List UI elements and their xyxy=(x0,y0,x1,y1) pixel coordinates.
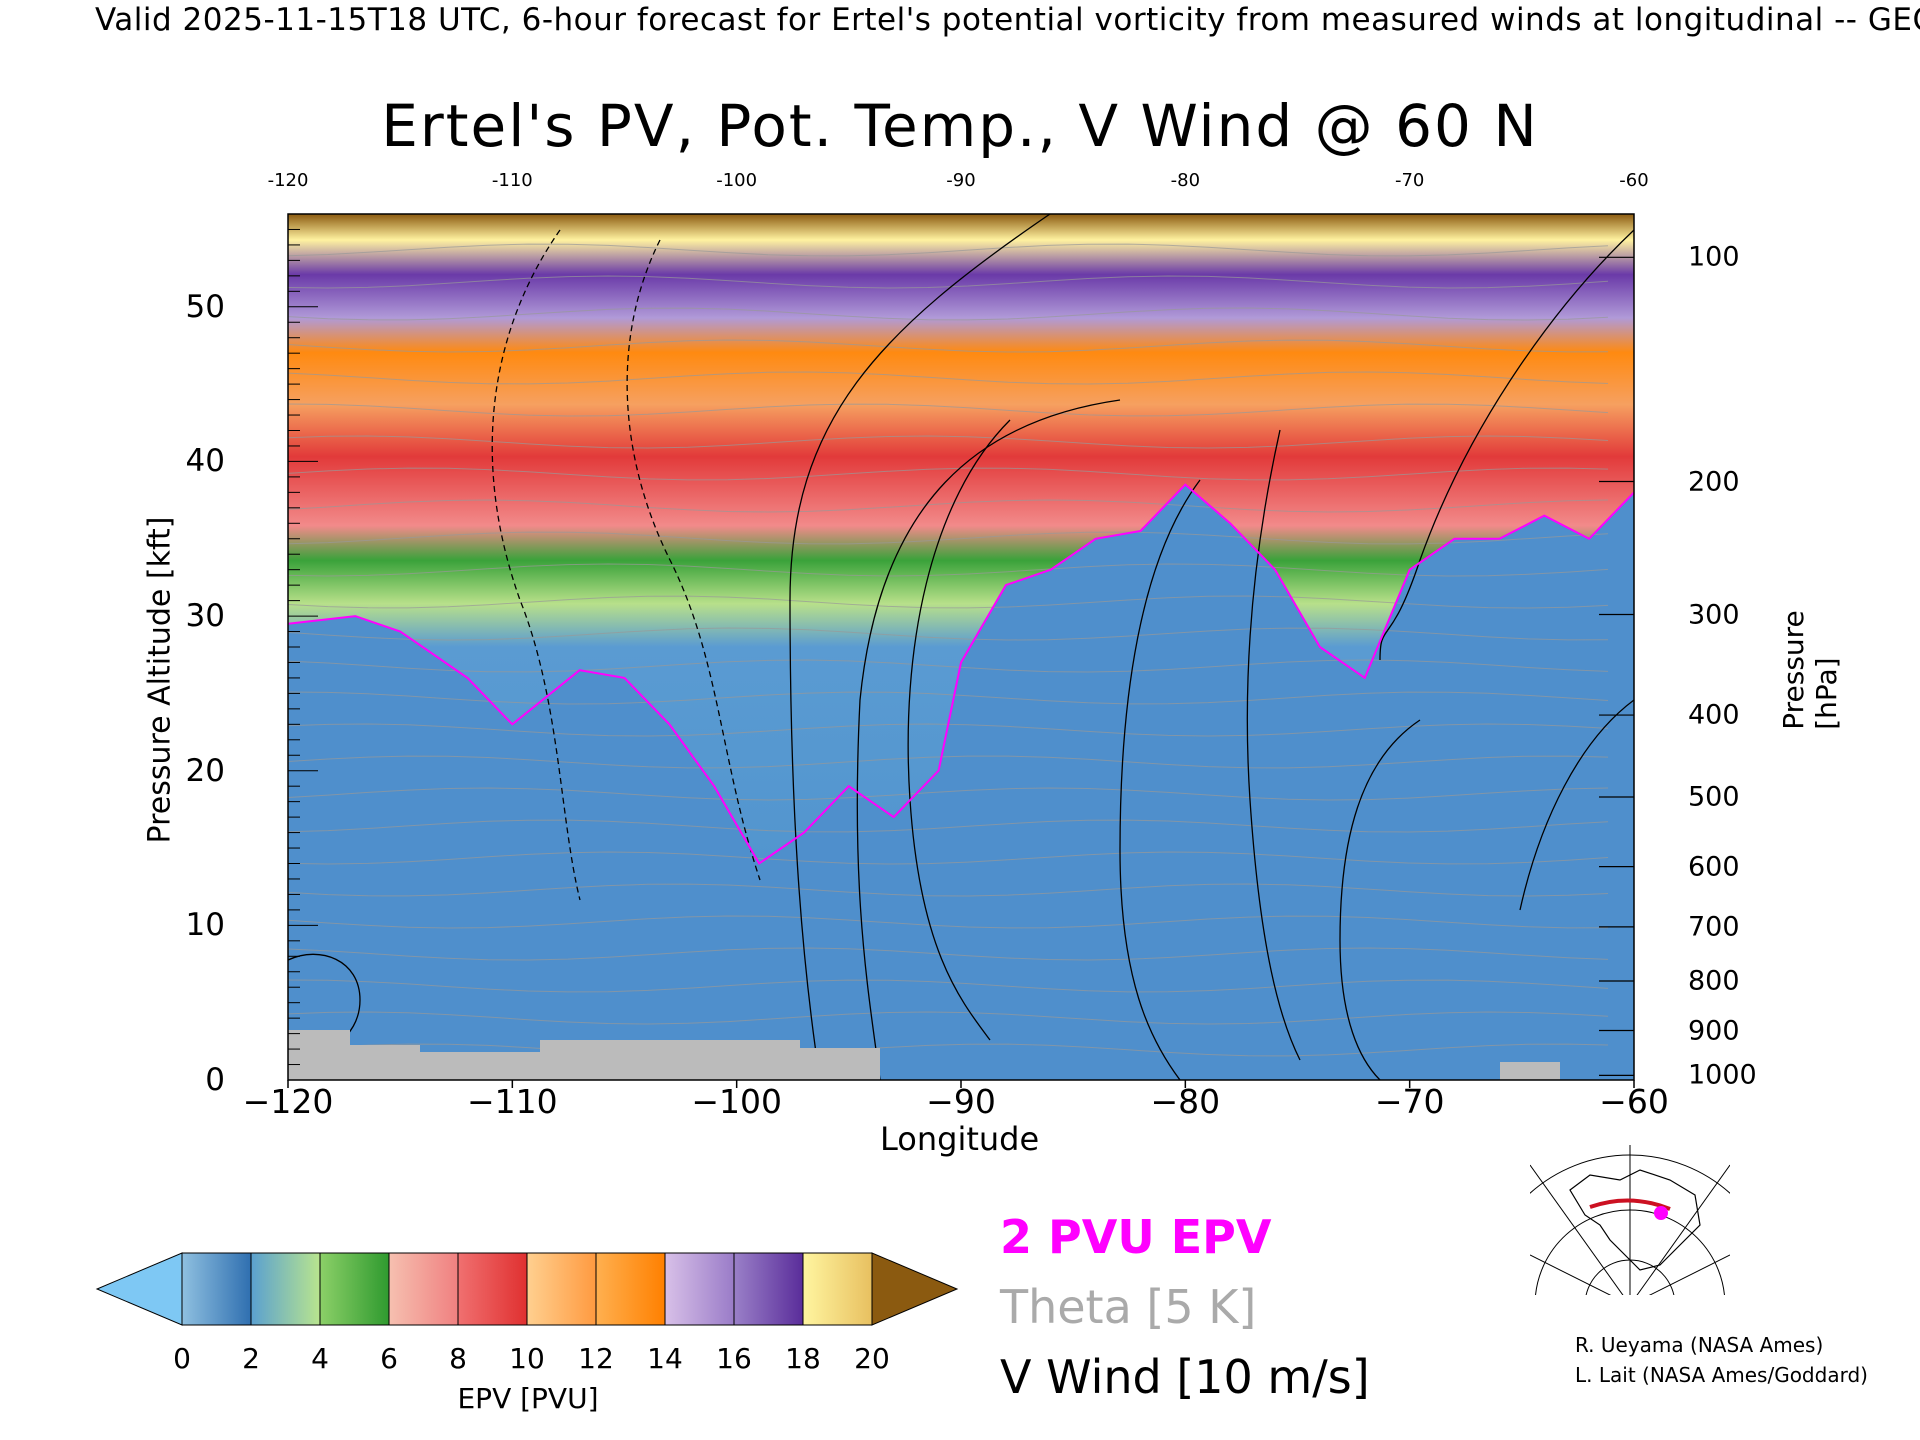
x-top-tick-label: -100 xyxy=(716,170,758,191)
colorbar-tick-label: 6 xyxy=(380,1342,398,1375)
pressure-tick-label: 800 xyxy=(1688,965,1740,997)
pressure-tick-label: 400 xyxy=(1688,699,1740,731)
theta-contour xyxy=(288,787,1609,801)
legend-pv: 2 PVU EPV xyxy=(1000,1210,1272,1264)
theta-contour xyxy=(288,243,1609,257)
y-tick-label: 30 xyxy=(185,598,225,635)
vwind-contour xyxy=(1246,429,1301,1061)
x-top-tick-label: -110 xyxy=(491,170,533,191)
colorbar-tick-label: 16 xyxy=(716,1342,752,1375)
vwind-contour xyxy=(856,399,1121,1080)
theta-contour xyxy=(288,1043,1609,1057)
theta-contour xyxy=(288,499,1609,513)
y-axis-label: Pressure Altitude [kft] xyxy=(142,516,178,844)
x-tick-label: −90 xyxy=(926,1082,996,1121)
x-tick-label: −110 xyxy=(467,1082,558,1121)
theta-contours xyxy=(288,243,1609,1057)
credit-line-1: R. Ueyama (NASA Ames) xyxy=(1575,1333,1824,1357)
theta-contour xyxy=(288,691,1609,705)
pressure-tick-label: 100 xyxy=(1688,241,1740,273)
colorbar-title: EPV [PVU] xyxy=(457,1382,599,1415)
vwind-contour xyxy=(626,239,761,881)
terrain-mask xyxy=(288,1030,1560,1080)
x-tick-label: −60 xyxy=(1599,1082,1669,1121)
vwind-contour xyxy=(1339,719,1421,1080)
theta-contour xyxy=(288,755,1609,769)
pressure-tick-label: 500 xyxy=(1688,781,1740,813)
troposphere-fill xyxy=(288,484,1634,1080)
vwind-contour xyxy=(907,419,1011,1041)
chart-title: Ertel's PV, Pot. Temp., V Wind @ 60 N xyxy=(381,92,1539,160)
theta-contour xyxy=(288,371,1609,385)
y-tick-label: 40 xyxy=(185,443,225,480)
y-tick-label: 10 xyxy=(185,907,225,944)
axis-ticks xyxy=(287,228,1635,1088)
x-top-tick-label: -80 xyxy=(1170,170,1201,191)
x-tick-label: −70 xyxy=(1374,1082,1445,1121)
colorbar-tick-label: 12 xyxy=(578,1342,614,1375)
location-marker xyxy=(1654,1206,1668,1220)
colorbar-tick-label: 8 xyxy=(449,1342,467,1375)
theta-contour xyxy=(288,883,1609,897)
x-top-tick-label: -60 xyxy=(1619,170,1649,191)
colorbar-tick-label: 10 xyxy=(509,1342,545,1375)
legend-vwind: V Wind [10 m/s] xyxy=(1000,1350,1370,1404)
theta-contour xyxy=(288,851,1609,865)
x-tick-label: −100 xyxy=(691,1082,782,1121)
pressure-axis-label: Pressure [hPa] xyxy=(1777,610,1843,730)
forecast-header: Valid 2025-11-15T18 UTC, 6-hour forecast… xyxy=(95,2,1920,38)
colorbar-tick-label: 2 xyxy=(242,1342,260,1375)
y-tick-label: 50 xyxy=(185,288,225,325)
y-tick-label: 20 xyxy=(185,752,225,789)
x-tick-label: −80 xyxy=(1150,1082,1221,1121)
colorbar-tick-label: 18 xyxy=(785,1342,821,1375)
vwind-contour xyxy=(1519,699,1634,911)
locator-map xyxy=(1530,1145,1730,1295)
theta-contour xyxy=(288,819,1609,833)
vwind-contour xyxy=(789,214,1051,1080)
pressure-tick-label: 200 xyxy=(1688,466,1740,498)
theta-contour xyxy=(288,339,1609,353)
vwind-contour xyxy=(1379,229,1634,661)
theta-contour xyxy=(288,979,1609,993)
pressure-tick-label: 1000 xyxy=(1688,1059,1757,1091)
theta-contour xyxy=(288,531,1609,545)
colorbar-tick-label: 4 xyxy=(311,1342,329,1375)
tropopause-2pvu-line xyxy=(288,483,1634,865)
pressure-tick-label: 300 xyxy=(1688,599,1740,631)
pressure-tick-label: 900 xyxy=(1688,1015,1740,1046)
x-top-tick-label: -90 xyxy=(946,170,976,191)
x-top-tick-label: -70 xyxy=(1394,170,1425,191)
colorbar-tick-label: 14 xyxy=(647,1342,683,1375)
theta-contour xyxy=(288,1011,1609,1025)
x-tick-label: −120 xyxy=(242,1082,334,1121)
theta-contour xyxy=(288,467,1609,481)
theta-contour xyxy=(288,403,1609,417)
theta-contour xyxy=(288,275,1609,289)
legend-theta: Theta [5 K] xyxy=(1000,1280,1257,1334)
theta-contour xyxy=(288,915,1609,929)
theta-contour xyxy=(288,659,1609,673)
theta-contour xyxy=(288,563,1609,577)
vwind-contours xyxy=(288,214,1634,1080)
pressure-tick-label: 700 xyxy=(1688,911,1740,943)
credit-line-2: L. Lait (NASA Ames/Goddard) xyxy=(1575,1363,1868,1387)
x-top-tick-label: -120 xyxy=(267,170,309,191)
theta-contour xyxy=(288,595,1609,609)
y-tick-label: 0 xyxy=(205,1062,225,1098)
pressure-tick-label: 600 xyxy=(1688,851,1740,883)
theta-contour xyxy=(288,435,1609,449)
theta-contour xyxy=(288,947,1609,961)
vwind-contour xyxy=(1119,479,1201,1080)
colorbar-tick-label: 20 xyxy=(854,1342,890,1375)
colorbar-tick-label: 0 xyxy=(173,1342,191,1375)
theta-contour xyxy=(288,307,1609,321)
x-axis-label: Longitude xyxy=(880,1120,1040,1158)
